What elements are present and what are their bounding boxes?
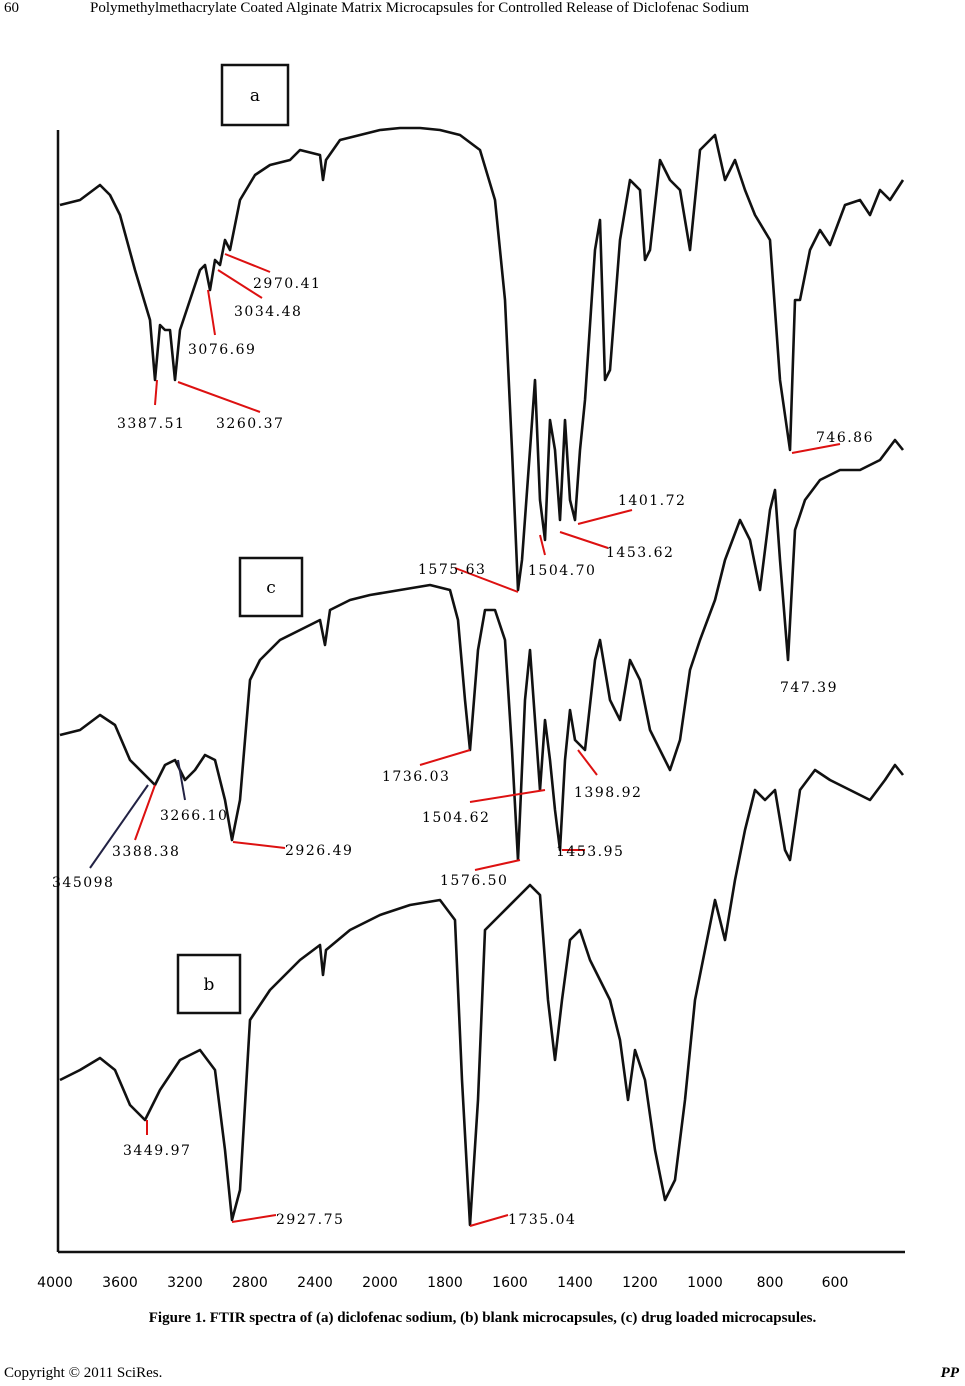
spectrum-b: [59, 763, 905, 1227]
x-tick-label: 2800: [232, 1275, 268, 1291]
panel-label: b: [204, 975, 215, 995]
peak-label: 2927.75: [276, 1212, 344, 1228]
panel-label: a: [250, 86, 260, 106]
leader-line: [539, 534, 546, 556]
peak-label: 3034.48: [234, 304, 302, 320]
x-tick-label: 800: [757, 1275, 784, 1291]
x-tick-label: 2000: [362, 1275, 398, 1291]
leader-line: [207, 289, 216, 336]
leader-line: [419, 749, 471, 766]
leader-line: [224, 253, 271, 273]
x-tick-label: 3600: [102, 1275, 138, 1291]
x-tick-label: 1200: [622, 1275, 658, 1291]
panel-box: [176, 953, 242, 1015]
journal-code: PP: [940, 1365, 959, 1381]
x-tick-label: 3200: [167, 1275, 203, 1291]
x-tick-label: 4000: [37, 1275, 73, 1291]
x-tick-label: 2400: [297, 1275, 333, 1291]
x-tick-label: 1400: [557, 1275, 593, 1291]
leader-line: [231, 1214, 277, 1223]
leader-line: [469, 1214, 509, 1227]
leader-line: [177, 759, 186, 801]
ftir-figure: a 2970.41 3034.48 3076.69 3387.51 3260.37 746.…: [37, 63, 905, 1291]
leader-line: [154, 379, 158, 406]
peak-label: 3449.97: [123, 1143, 191, 1159]
peak-label: 1398.92: [574, 785, 642, 801]
peak-label: 3266.10: [160, 808, 228, 824]
page-number: 60: [4, 0, 19, 16]
peak-label: 747.39: [780, 680, 838, 696]
panel-box: [220, 63, 290, 127]
peak-label: 1575.63: [418, 562, 486, 578]
peak-label: 2970.41: [253, 276, 321, 292]
peak-label: 3260.37: [216, 416, 284, 432]
peak-label: 1735.04: [508, 1212, 576, 1228]
leader-line: [89, 784, 149, 869]
leader-line: [177, 381, 261, 413]
peak-label: 1453.95: [556, 844, 624, 860]
peak-label: 2926.49: [285, 843, 353, 859]
peak-label: 746.86: [816, 430, 874, 446]
leader-line: [474, 859, 521, 871]
copyright: Copyright © 2011 SciRes.: [4, 1365, 163, 1381]
leader-line: [791, 443, 841, 454]
leader-line: [559, 531, 609, 549]
peak-label: 1504.70: [528, 563, 596, 579]
peak-label: 3387.51: [117, 416, 185, 432]
leader-line: [469, 789, 546, 803]
peak-label: 345098: [52, 875, 114, 891]
leader-line: [454, 567, 519, 593]
leader-line: [134, 784, 156, 841]
x-tick-label: 1800: [427, 1275, 463, 1291]
figure-caption: Figure 1. FTIR spectra of (a) diclofenac…: [148, 1310, 817, 1326]
leader-line: [577, 749, 598, 776]
x-tick-label: 1000: [687, 1275, 723, 1291]
running-title: Polymethylmethacrylate Coated Alginate M…: [90, 0, 749, 16]
peak-label: 1576.50: [440, 873, 508, 889]
peak-label: 3076.69: [188, 342, 256, 358]
leader-line: [577, 509, 633, 525]
peak-label: 3388.38: [112, 844, 180, 860]
peak-label: 1453.62: [606, 545, 674, 561]
peak-label: 1401.72: [618, 493, 686, 509]
leader-line: [217, 269, 263, 299]
spectrum-a: [59, 126, 905, 592]
panel-label: c: [266, 578, 276, 598]
spectrum-c: [59, 438, 905, 862]
peak-label: 1736.03: [382, 769, 450, 785]
x-tick-label: 600: [822, 1275, 849, 1291]
peak-label: 1504.62: [422, 810, 490, 826]
x-tick-label: 1600: [492, 1275, 528, 1291]
panel-box: [238, 556, 304, 618]
leader-line: [232, 841, 286, 849]
